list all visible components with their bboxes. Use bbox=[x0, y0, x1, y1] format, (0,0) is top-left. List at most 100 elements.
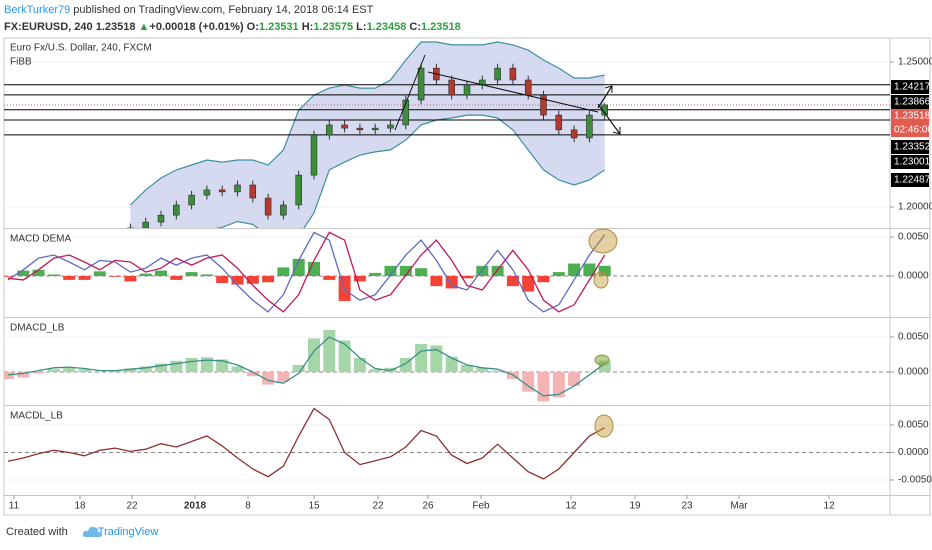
quote-line: FX:EURUSD, 240 1.23518 ▲+0.00018 (+0.01%… bbox=[4, 19, 461, 36]
histogram-bar bbox=[216, 276, 229, 284]
candle-body bbox=[295, 174, 302, 206]
histogram-bar bbox=[231, 276, 244, 285]
indicator-line bbox=[7, 336, 606, 397]
arrow-head bbox=[612, 127, 621, 135]
candle-body bbox=[36, 250, 42, 255]
y-tick-label: 0.0050 bbox=[898, 332, 929, 343]
countdown-label: 02:46:00 bbox=[894, 125, 932, 136]
candle-body bbox=[157, 214, 165, 223]
histogram-bar bbox=[124, 368, 137, 373]
histogram-bar bbox=[124, 276, 137, 282]
histogram-bar bbox=[4, 372, 14, 380]
histogram-bar bbox=[47, 274, 60, 277]
candle-body bbox=[218, 189, 226, 193]
histogram-bar bbox=[415, 343, 428, 373]
histogram-bar bbox=[506, 276, 519, 287]
highlight bbox=[594, 414, 614, 438]
y-tick-label: 0.0000 bbox=[898, 367, 929, 378]
time-label: 22 bbox=[372, 501, 384, 512]
author[interactable]: BerkTurker79 bbox=[4, 4, 71, 16]
histogram-bar bbox=[246, 372, 259, 377]
histogram-bar bbox=[292, 258, 305, 277]
histogram-bar bbox=[338, 340, 351, 373]
candle-body bbox=[66, 245, 72, 250]
price-label: 1.22487 bbox=[894, 175, 931, 186]
candle-body bbox=[494, 67, 501, 81]
histogram-bar bbox=[552, 272, 565, 277]
open: 1.23531 bbox=[258, 21, 299, 33]
histogram-bar bbox=[552, 372, 565, 398]
o-label: O: bbox=[246, 21, 259, 33]
time-label: 19 bbox=[629, 501, 641, 512]
histogram-bar bbox=[109, 370, 122, 373]
last: 1.23518 bbox=[95, 21, 136, 33]
histogram-bar bbox=[491, 265, 504, 277]
histogram-bar bbox=[476, 367, 489, 373]
histogram-bar bbox=[399, 265, 412, 277]
histogram-bar bbox=[323, 329, 336, 373]
symbol: FX:EURUSD, 240 bbox=[4, 21, 93, 33]
h-label: H: bbox=[301, 21, 314, 33]
header-line: BerkTurker79 published on TradingView.co… bbox=[4, 2, 461, 19]
histogram-bar bbox=[522, 276, 535, 292]
histogram-bar bbox=[139, 366, 152, 373]
annotations bbox=[394, 54, 621, 438]
candle-body bbox=[142, 221, 149, 228]
candle-body bbox=[570, 129, 578, 139]
candle-body bbox=[97, 240, 103, 245]
current-price-bg bbox=[891, 109, 929, 123]
pane-title: MACD DEMA bbox=[10, 234, 71, 245]
pane bbox=[4, 41, 890, 255]
candle-body bbox=[356, 127, 364, 131]
price-label-bg bbox=[891, 155, 929, 169]
histogram-bar bbox=[323, 276, 336, 280]
candle-body bbox=[402, 99, 410, 126]
pane bbox=[4, 231, 890, 313]
pane-title: Euro Fx/U.S. Dollar, 240, FXCM bbox=[10, 43, 152, 54]
price-label-bg bbox=[891, 140, 929, 154]
histogram-bar bbox=[63, 276, 76, 280]
price-label: 1.23352 bbox=[894, 142, 931, 153]
indicator-line bbox=[7, 407, 606, 480]
histogram-bar bbox=[185, 357, 198, 373]
histogram-bar bbox=[445, 356, 458, 373]
highlight bbox=[594, 354, 610, 366]
price-label: 1.24217 bbox=[894, 82, 931, 93]
high: 1.23575 bbox=[313, 21, 354, 33]
candle-body bbox=[249, 184, 257, 199]
histogram-bar bbox=[32, 269, 45, 277]
price-label-bg bbox=[891, 95, 929, 109]
histogram-bar bbox=[17, 270, 30, 277]
y-tick-label: 0.0000 bbox=[898, 271, 929, 282]
histogram-bar bbox=[292, 365, 305, 373]
histogram-bar bbox=[537, 276, 550, 283]
time-label: 26 bbox=[422, 501, 434, 512]
close: 1.23518 bbox=[421, 21, 461, 33]
y-tick-label: -0.0050 bbox=[898, 475, 932, 486]
histogram-bar bbox=[216, 359, 229, 373]
arrow: ▲ bbox=[138, 21, 150, 33]
candle-body bbox=[127, 227, 134, 228]
histogram-bar bbox=[353, 276, 366, 282]
candle-body bbox=[524, 79, 532, 96]
header: BerkTurker79 published on TradingView.co… bbox=[4, 2, 461, 36]
candle-body bbox=[341, 124, 348, 129]
y-tick-label: 0.0050 bbox=[898, 420, 929, 431]
y-tick-label: 0.0050 bbox=[898, 232, 929, 243]
time-label: 23 bbox=[681, 501, 693, 512]
candle-body bbox=[51, 245, 57, 250]
time-label: 12 bbox=[565, 501, 577, 512]
price-label: 1.23001 bbox=[894, 157, 931, 168]
time-label: 22 bbox=[126, 501, 138, 512]
brand[interactable]: TradingView bbox=[97, 526, 159, 538]
candle-body bbox=[264, 197, 272, 216]
candle-body bbox=[387, 124, 394, 129]
y-tick-label: 1.20000 bbox=[898, 202, 932, 213]
low: 1.23458 bbox=[366, 21, 407, 33]
histogram-bar bbox=[522, 372, 535, 392]
histogram-bar bbox=[170, 276, 183, 280]
histogram-bar bbox=[246, 276, 259, 284]
histogram-bar bbox=[170, 360, 183, 373]
candle-body bbox=[112, 235, 118, 240]
